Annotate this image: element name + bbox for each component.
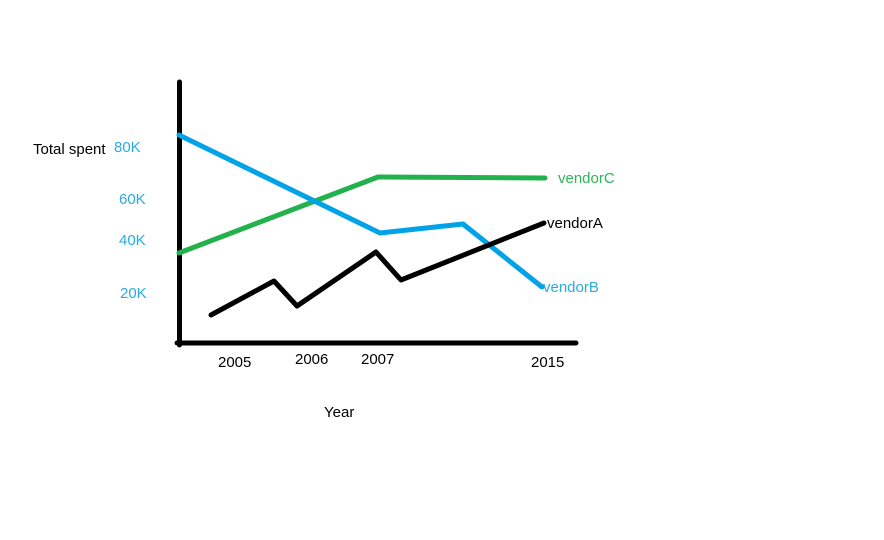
series-label-vendorC: vendorC [558, 170, 615, 187]
x-axis-title: Year [324, 404, 355, 421]
x-tick-2007: 2007 [361, 351, 395, 368]
x-tick-2015: 2015 [531, 354, 565, 371]
vendor-a-line [208, 220, 547, 318]
y-axis-title: Total spent [33, 141, 106, 158]
y-tick-20k: 20K [120, 285, 147, 302]
y-tick-40k: 40K [119, 232, 146, 249]
x-tick-2006: 2006 [295, 351, 329, 368]
x-tick-2005: 2005 [218, 354, 252, 371]
series-label-vendorA: vendorA [547, 215, 603, 232]
vendor-b-line [176, 132, 545, 290]
y-tick-80k: 80K [114, 139, 141, 156]
vendor-c-line [176, 174, 548, 256]
series-label-vendorB: vendorB [543, 279, 599, 296]
y-tick-60k: 60K [119, 191, 146, 208]
